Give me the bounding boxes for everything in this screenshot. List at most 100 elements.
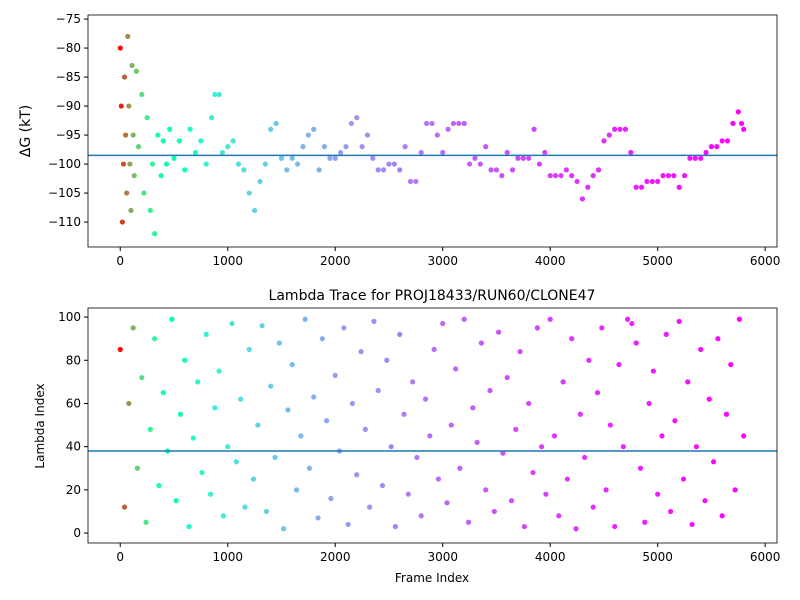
- point: [241, 167, 247, 173]
- point: [612, 126, 618, 132]
- point: [203, 331, 209, 337]
- point: [590, 173, 596, 179]
- point: [547, 173, 553, 179]
- point: [358, 349, 364, 355]
- point: [126, 400, 132, 407]
- point: [710, 459, 717, 465]
- point: [719, 513, 725, 519]
- y-axis-label: ΔG (kT): [18, 105, 34, 157]
- point: [520, 155, 526, 161]
- point: [730, 120, 736, 127]
- point: [139, 374, 145, 381]
- point: [147, 426, 153, 432]
- point: [624, 316, 631, 322]
- point: [293, 487, 300, 493]
- point: [242, 504, 248, 510]
- point: [392, 523, 399, 530]
- point: [327, 155, 333, 161]
- y-tick-label: −95: [56, 128, 81, 142]
- x-tick-label: 3000: [427, 254, 458, 268]
- point: [139, 91, 145, 98]
- point: [577, 411, 583, 417]
- point: [257, 178, 263, 185]
- point: [152, 336, 158, 342]
- point: [167, 126, 173, 132]
- y-tick-label: 100: [58, 310, 81, 324]
- point: [698, 346, 704, 353]
- point: [278, 155, 285, 161]
- point: [207, 491, 214, 497]
- point: [552, 173, 559, 179]
- point: [124, 190, 130, 196]
- point: [612, 523, 618, 530]
- point: [508, 498, 515, 504]
- point: [246, 190, 252, 196]
- point: [343, 144, 349, 150]
- point: [195, 379, 201, 385]
- point: [129, 62, 135, 69]
- point: [586, 357, 592, 363]
- point: [380, 167, 387, 173]
- point: [601, 138, 607, 144]
- point: [504, 149, 510, 156]
- point: [692, 155, 698, 161]
- point: [646, 400, 652, 407]
- point: [311, 126, 317, 132]
- y-tick-label: 20: [66, 483, 81, 497]
- point: [569, 336, 575, 342]
- point: [131, 173, 137, 179]
- point: [298, 433, 304, 439]
- point: [667, 508, 674, 515]
- point: [225, 144, 231, 150]
- point: [483, 487, 489, 493]
- point: [741, 433, 747, 439]
- point: [558, 173, 564, 179]
- point: [539, 444, 545, 450]
- point: [216, 91, 222, 98]
- point: [321, 144, 328, 150]
- point: [371, 318, 377, 324]
- point: [607, 422, 613, 428]
- point: [724, 138, 731, 144]
- point: [117, 346, 123, 353]
- point: [230, 138, 236, 144]
- point: [702, 498, 708, 504]
- point: [470, 405, 476, 411]
- point: [599, 325, 605, 331]
- point: [685, 379, 691, 385]
- point: [638, 184, 645, 190]
- point: [606, 132, 612, 138]
- point: [665, 173, 672, 179]
- point: [564, 476, 570, 482]
- point: [703, 149, 709, 156]
- point: [418, 513, 424, 519]
- point: [440, 149, 446, 156]
- point: [590, 504, 596, 510]
- point: [225, 444, 231, 450]
- point: [680, 476, 687, 482]
- point: [364, 132, 371, 138]
- point: [405, 491, 411, 497]
- point: [272, 454, 278, 461]
- x-tick-label: 5000: [642, 550, 673, 564]
- point: [255, 422, 261, 428]
- point: [119, 219, 125, 225]
- x-tick-label: 3000: [427, 550, 458, 564]
- point: [155, 132, 161, 138]
- point: [474, 439, 480, 445]
- point: [289, 155, 295, 161]
- point: [285, 407, 291, 413]
- point: [689, 521, 695, 528]
- point: [693, 444, 699, 450]
- point: [220, 513, 227, 519]
- point: [332, 372, 338, 378]
- point: [741, 126, 747, 132]
- point: [445, 126, 451, 132]
- point: [465, 519, 472, 525]
- y-tick-label: 0: [73, 526, 81, 540]
- point: [547, 316, 553, 322]
- point: [182, 167, 188, 173]
- point: [125, 33, 131, 40]
- x-tick-label: 1000: [212, 254, 243, 268]
- point: [295, 161, 301, 167]
